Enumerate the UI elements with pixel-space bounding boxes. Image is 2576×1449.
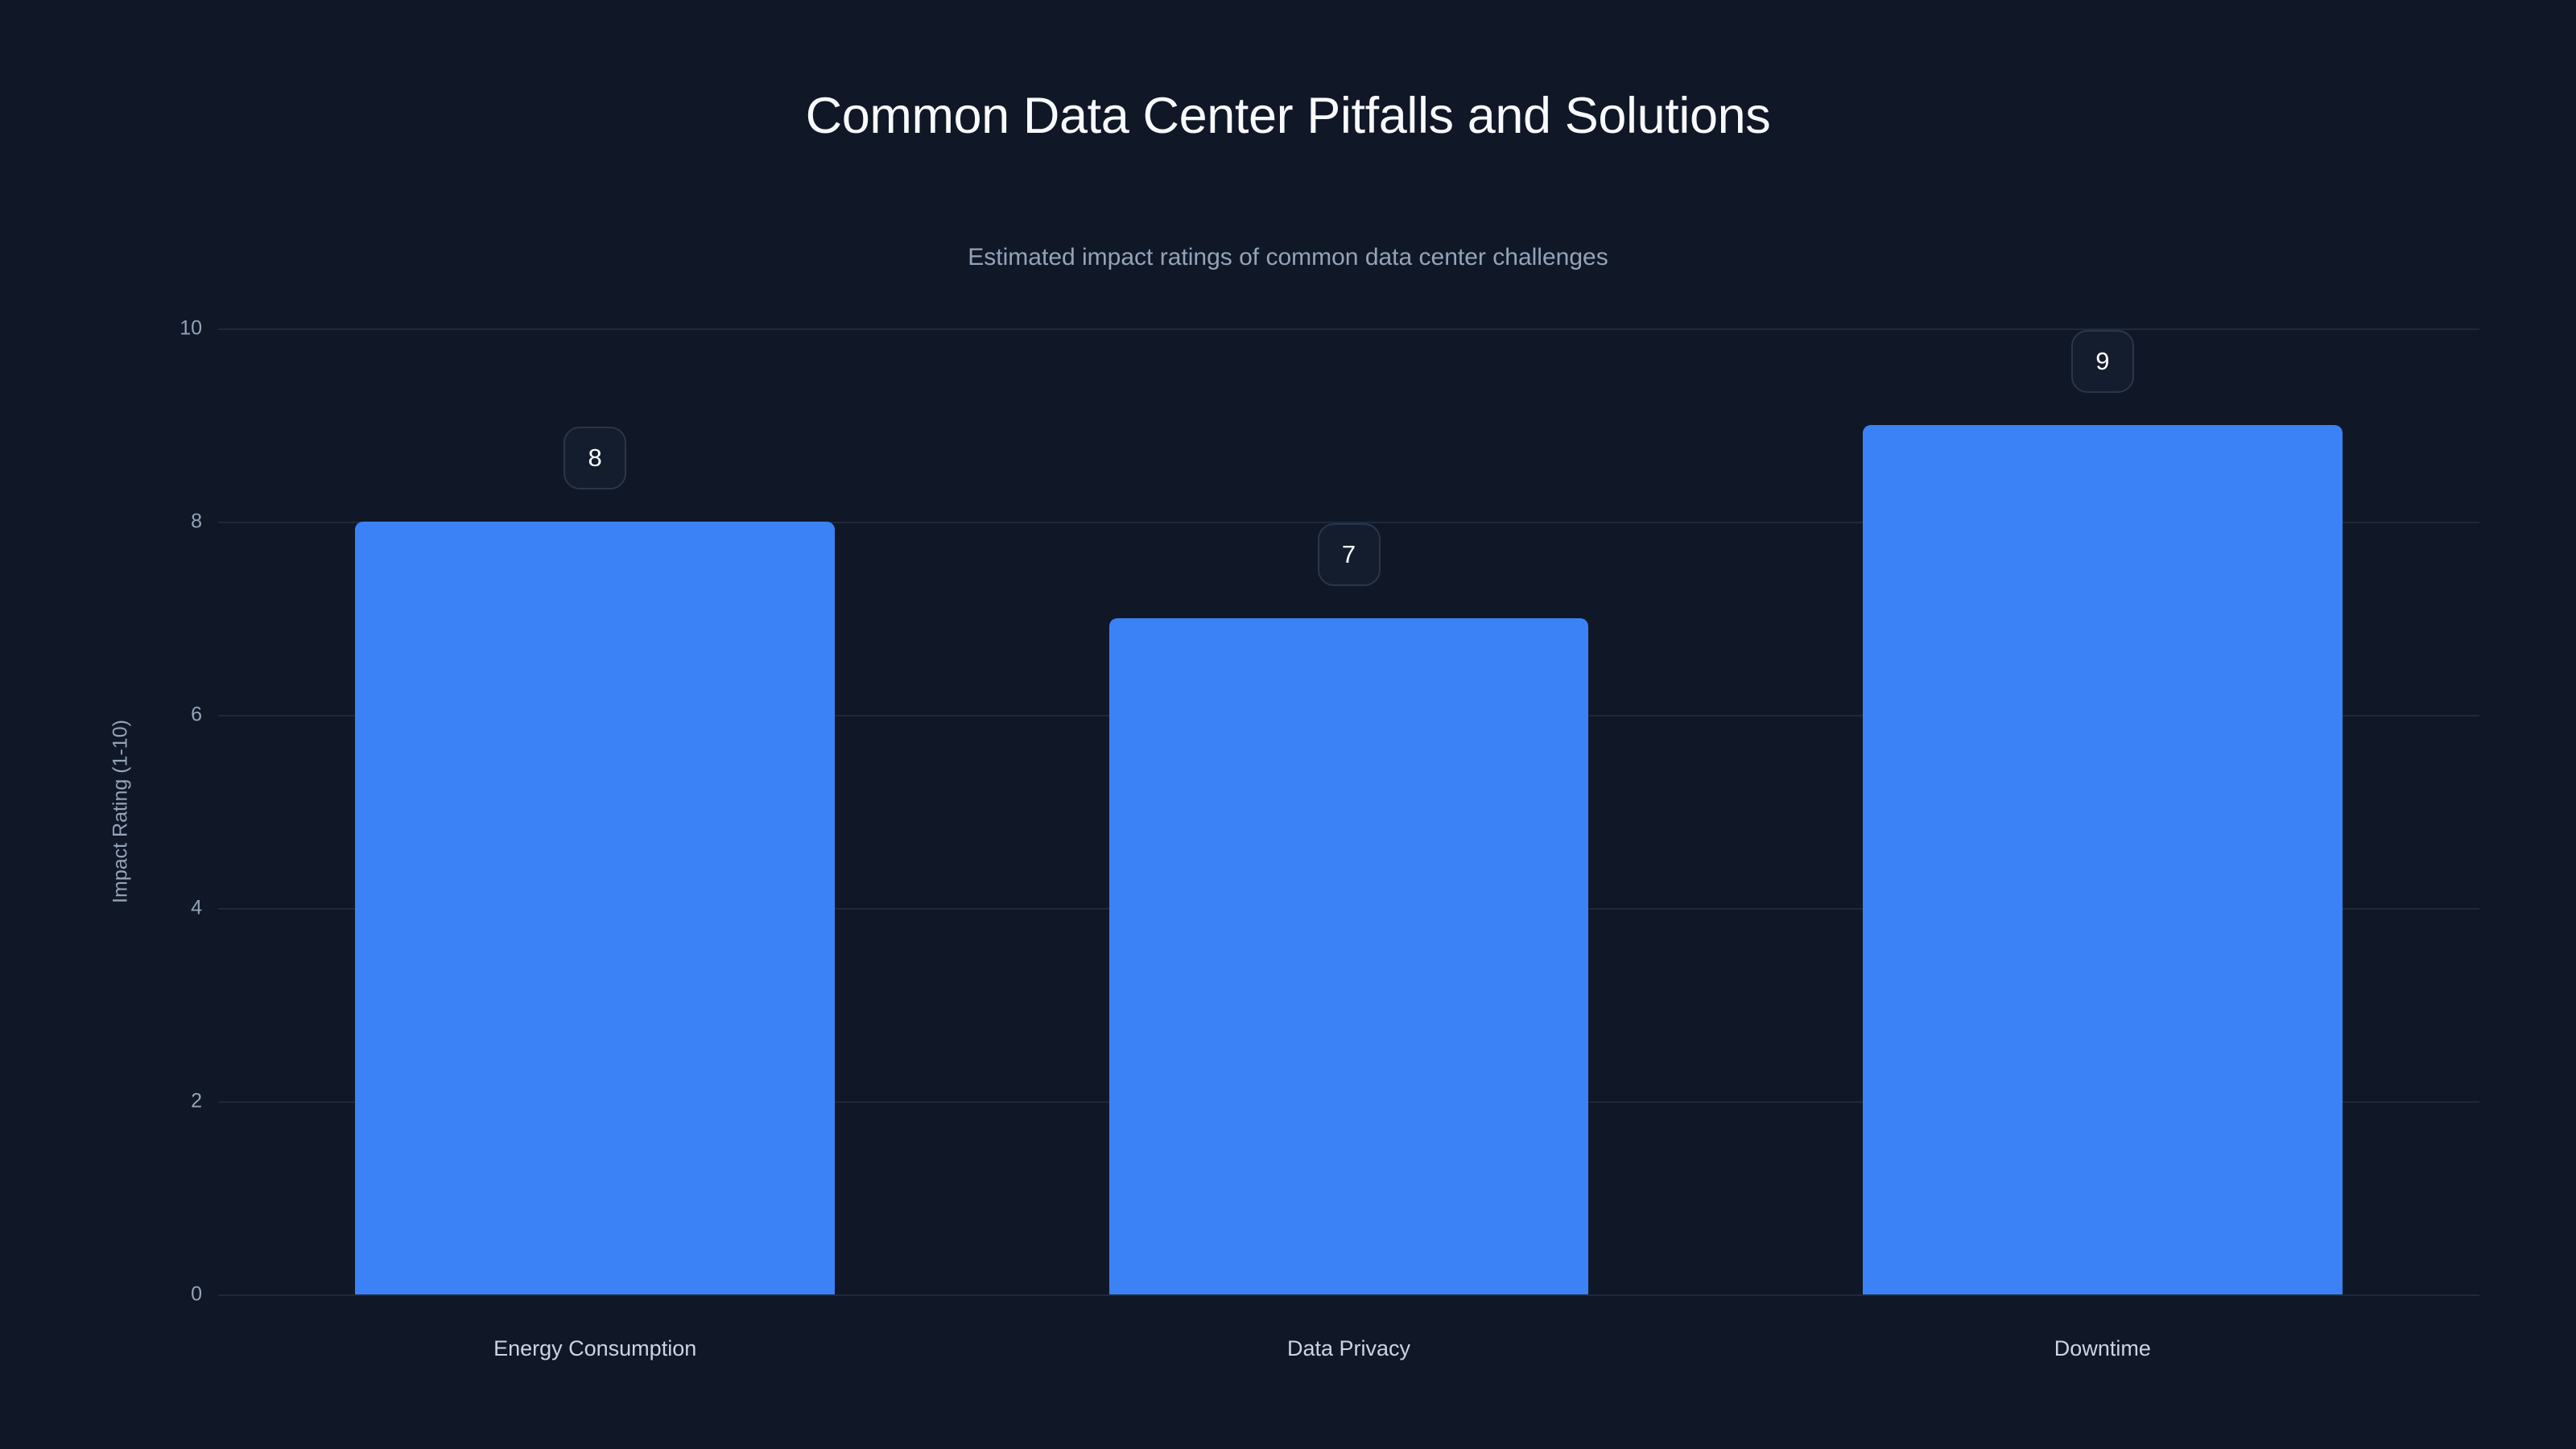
bar[interactable]: [1863, 425, 2343, 1294]
bar-value-badge: 9: [2070, 330, 2134, 393]
bar-value-badge: 7: [1317, 523, 1381, 586]
y-axis-tick-label: 0: [191, 1282, 202, 1306]
gridline: [218, 328, 2479, 330]
y-axis-tick-label: 2: [191, 1089, 202, 1113]
bar[interactable]: [355, 522, 835, 1294]
bar-value-badge: 8: [564, 427, 627, 489]
plot-area: [218, 328, 2479, 1296]
y-axis-tick-label: 4: [191, 896, 202, 919]
y-axis-tick-label: 6: [191, 703, 202, 726]
chart-title: Common Data Center Pitfalls and Solution…: [805, 88, 1771, 144]
x-axis-category-label: Energy Consumption: [493, 1336, 697, 1360]
y-axis-tick-label: 8: [191, 510, 202, 533]
gridline: [218, 522, 2479, 523]
x-axis-category-label: Data Privacy: [1286, 1336, 1411, 1360]
x-axis-category-label: Downtime: [2054, 1336, 2151, 1360]
bar[interactable]: [1108, 618, 1589, 1294]
y-axis-tick-label: 10: [180, 316, 202, 340]
chart-subtitle: Estimated impact ratings of common data …: [968, 244, 1608, 270]
y-axis-title-label: Impact Rating (1-10): [109, 720, 132, 903]
gridline: [218, 1294, 2479, 1296]
